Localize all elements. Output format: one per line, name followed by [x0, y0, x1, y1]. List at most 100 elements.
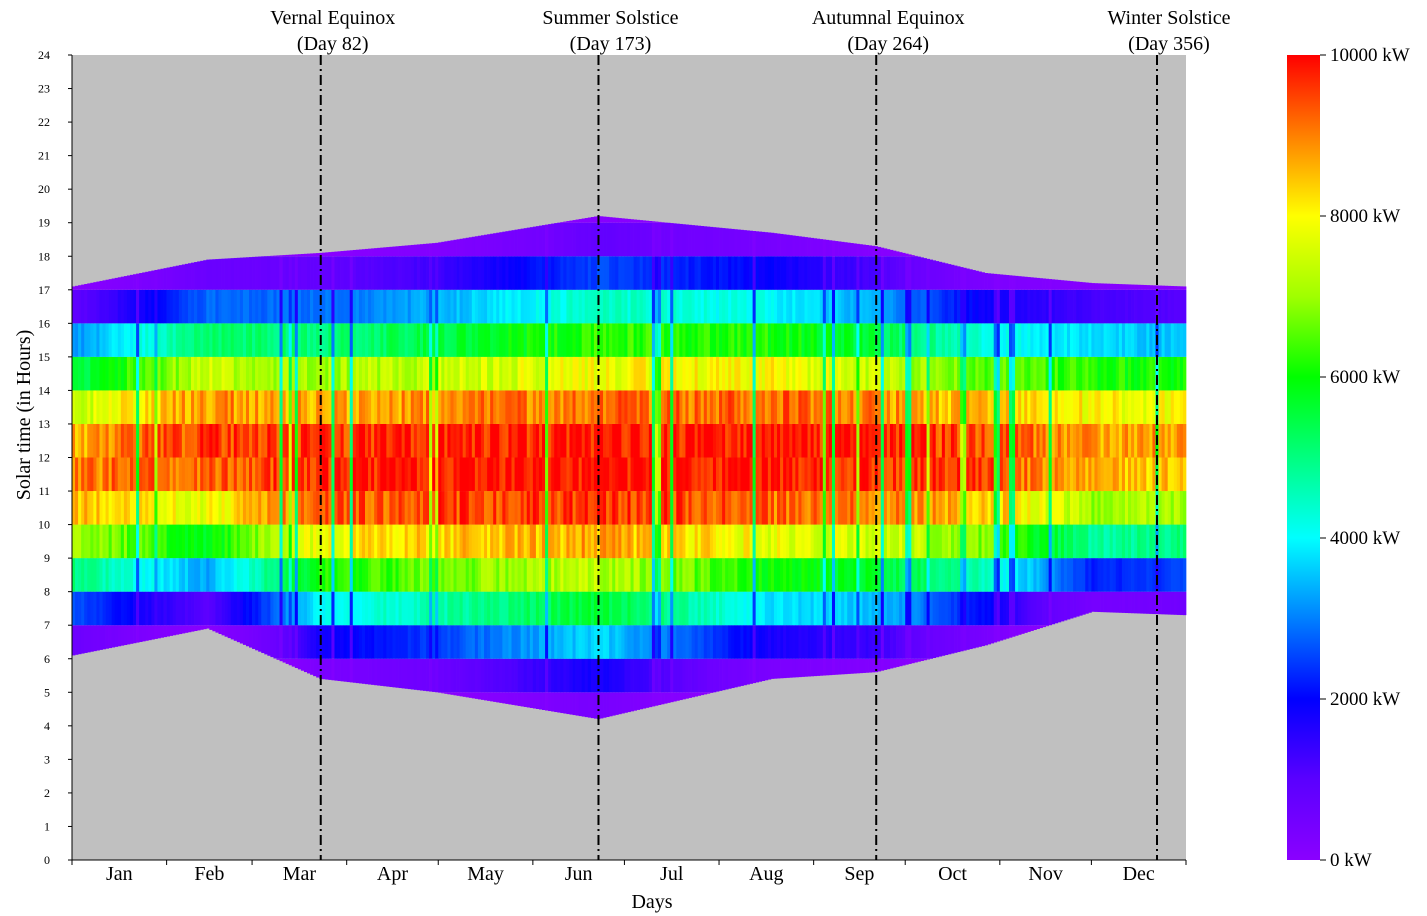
heatmap-cell	[859, 423, 863, 458]
heatmap-cell	[676, 256, 680, 290]
heatmap-cell	[1143, 524, 1147, 559]
heatmap-cell	[1015, 423, 1019, 458]
heatmap-cell	[1002, 274, 1007, 290]
heatmap-cell	[395, 390, 399, 424]
heatmap-cell	[1161, 356, 1165, 391]
heatmap-cell	[725, 457, 729, 492]
heatmap-cell	[682, 625, 686, 659]
heatmap-cell	[889, 457, 894, 492]
heatmap-cell	[630, 625, 634, 659]
heatmap-cell	[1088, 289, 1092, 324]
heatmap-cell	[123, 558, 128, 592]
heatmap-cell	[184, 356, 189, 391]
heatmap-cell	[252, 491, 256, 525]
heatmap-cell	[529, 625, 534, 659]
heatmap-cell	[212, 558, 216, 592]
heatmap-cell	[242, 423, 247, 458]
heatmap-cell	[1146, 558, 1150, 592]
heatmap-cell	[191, 323, 195, 357]
heatmap-cell	[981, 356, 985, 391]
heatmap-cell	[279, 591, 283, 626]
heatmap-cell	[685, 625, 689, 659]
heatmap-cell	[490, 390, 494, 424]
heatmap-cell	[78, 558, 82, 592]
heatmap-cell	[297, 524, 302, 559]
heatmap-cell	[459, 238, 464, 257]
heatmap-cell	[847, 591, 851, 626]
heatmap-cell	[923, 524, 927, 559]
heatmap-cell	[487, 625, 491, 659]
heatmap-cell	[1161, 423, 1165, 458]
heatmap-cell	[413, 558, 418, 592]
heatmap-cell	[258, 457, 262, 492]
heatmap-cell	[847, 457, 851, 492]
heatmap-cell	[841, 457, 845, 492]
heatmap-cell	[627, 692, 631, 713]
heatmap-cell	[99, 524, 103, 559]
heatmap-cell	[1048, 356, 1053, 391]
heatmap-cell	[993, 491, 998, 525]
heatmap-cell	[90, 390, 94, 424]
heatmap-cell	[386, 256, 390, 290]
heatmap-cell	[535, 524, 540, 559]
heatmap-cell	[728, 625, 732, 659]
heatmap-cell	[490, 457, 494, 492]
heatmap-cell	[645, 390, 650, 424]
heatmap-cell	[560, 323, 564, 357]
heatmap-cell	[1088, 491, 1092, 525]
heatmap-cell	[960, 289, 964, 324]
heatmap-cell	[285, 323, 290, 357]
heatmap-cell	[1167, 558, 1172, 592]
heatmap-cell	[1085, 423, 1089, 458]
heatmap-cell	[191, 423, 195, 458]
heatmap-cell	[401, 591, 406, 626]
heatmap-cell	[642, 323, 647, 357]
heatmap-cell	[166, 289, 171, 324]
heatmap-cell	[920, 558, 924, 592]
heatmap-cell	[389, 390, 393, 424]
heatmap-cell	[1149, 285, 1153, 290]
heatmap-cell	[148, 625, 152, 641]
heatmap-cell	[917, 491, 921, 525]
heatmap-cell	[911, 524, 915, 559]
heatmap-cell	[532, 524, 537, 559]
heatmap-cell	[75, 591, 79, 626]
heatmap-cell	[340, 591, 344, 626]
heatmap-cell	[734, 423, 738, 458]
heatmap-cell	[709, 390, 714, 424]
heatmap-cell	[835, 256, 839, 290]
heatmap-cell	[334, 390, 338, 424]
heatmap-cell	[337, 457, 341, 492]
heatmap-cell	[1128, 558, 1132, 592]
heatmap-cell	[700, 658, 705, 693]
heatmap-cell	[120, 276, 125, 290]
heatmap-cell	[1036, 423, 1040, 458]
heatmap-cell	[1018, 591, 1022, 626]
heatmap-cell	[142, 289, 146, 324]
heatmap-cell	[1085, 390, 1089, 424]
heatmap-cell	[630, 658, 634, 693]
heatmap-cell	[670, 625, 674, 659]
heatmap-cell	[737, 658, 741, 687]
heatmap-cell	[1024, 390, 1028, 424]
heatmap-cell	[160, 268, 164, 290]
heatmap-cell	[99, 625, 103, 650]
heatmap-cell	[764, 289, 769, 324]
heatmap-cell	[310, 323, 314, 357]
heatmap-cell	[773, 289, 778, 324]
heatmap-cell	[236, 558, 241, 592]
heatmap-cell	[810, 457, 814, 492]
heatmap-cell	[783, 457, 787, 492]
heatmap-cell	[862, 457, 866, 492]
heatmap-cell	[584, 390, 589, 424]
heatmap-cell	[566, 625, 570, 659]
heatmap-cell	[1015, 323, 1019, 357]
heatmap-cell	[447, 491, 451, 525]
heatmap-cell	[462, 491, 467, 525]
heatmap-cell	[493, 289, 497, 324]
heatmap-cell	[142, 591, 146, 626]
colorbar-tick-label: 4000 kW	[1330, 528, 1400, 549]
heatmap-cell	[294, 591, 299, 626]
heatmap-cell	[670, 457, 674, 492]
